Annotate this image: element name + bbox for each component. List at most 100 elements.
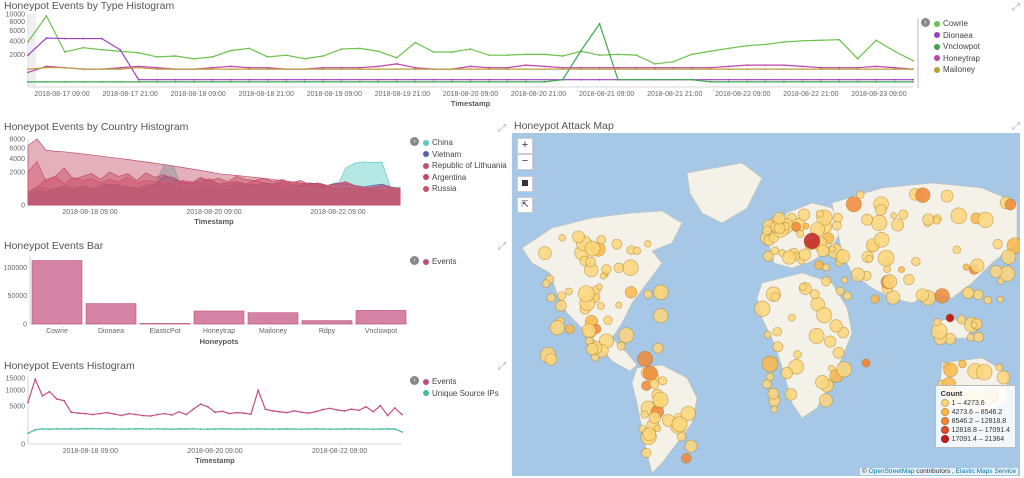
data-point[interactable]	[100, 37, 103, 40]
data-point[interactable]	[893, 80, 896, 83]
attack-marker[interactable]	[989, 265, 1003, 278]
data-point[interactable]	[343, 409, 346, 412]
attack-marker[interactable]	[898, 209, 909, 220]
attack-marker[interactable]	[808, 328, 825, 344]
data-point[interactable]	[414, 66, 417, 69]
data-point[interactable]	[137, 80, 140, 83]
attack-marker[interactable]	[865, 254, 874, 263]
attack-marker[interactable]	[821, 276, 832, 287]
data-point[interactable]	[229, 49, 232, 52]
data-point[interactable]	[278, 410, 281, 413]
data-point[interactable]	[357, 409, 360, 412]
data-point[interactable]	[372, 410, 375, 413]
data-point[interactable]	[543, 80, 546, 83]
data-point[interactable]	[469, 78, 472, 81]
data-point[interactable]	[303, 57, 306, 60]
zoom-out-button[interactable]: −	[517, 154, 533, 170]
attack-marker[interactable]	[613, 262, 624, 273]
data-point[interactable]	[137, 78, 140, 81]
attack-marker[interactable]	[891, 218, 905, 232]
data-point[interactable]	[264, 408, 267, 411]
data-point[interactable]	[432, 80, 435, 83]
data-point[interactable]	[322, 80, 324, 83]
data-point[interactable]	[506, 66, 509, 69]
data-point[interactable]	[432, 51, 435, 53]
attack-marker[interactable]	[648, 411, 661, 424]
data-point[interactable]	[451, 51, 453, 53]
data-point[interactable]	[193, 57, 195, 60]
data-point[interactable]	[432, 78, 435, 81]
data-point[interactable]	[142, 427, 144, 430]
data-point[interactable]	[91, 427, 94, 430]
data-point[interactable]	[45, 37, 48, 39]
data-point[interactable]	[174, 68, 177, 71]
attack-marker[interactable]	[842, 291, 852, 301]
data-point[interactable]	[228, 427, 231, 430]
data-point[interactable]	[84, 412, 87, 415]
data-point[interactable]	[783, 41, 785, 43]
data-point[interactable]	[506, 78, 509, 81]
data-point[interactable]	[912, 59, 914, 62]
bar-elasticpot[interactable]	[139, 323, 191, 325]
data-point[interactable]	[506, 80, 509, 83]
data-point[interactable]	[764, 43, 767, 46]
data-point[interactable]	[893, 50, 896, 53]
data-point[interactable]	[314, 427, 317, 430]
data-point[interactable]	[598, 22, 601, 25]
attack-marker[interactable]	[824, 335, 837, 348]
data-point[interactable]	[401, 413, 403, 416]
attack-marker[interactable]	[652, 391, 669, 408]
attack-marker[interactable]	[555, 300, 567, 312]
attack-marker[interactable]	[861, 358, 871, 368]
data-point[interactable]	[414, 78, 417, 81]
legend-item[interactable]: Dionaea	[934, 30, 1021, 42]
data-point[interactable]	[838, 68, 841, 71]
legend-item[interactable]: Honeytrap	[934, 53, 1021, 65]
attack-marker[interactable]	[798, 248, 812, 261]
data-point[interactable]	[248, 78, 251, 81]
data-point[interactable]	[185, 413, 188, 416]
data-point[interactable]	[746, 78, 748, 81]
data-point[interactable]	[543, 78, 546, 81]
data-point[interactable]	[174, 55, 177, 57]
attack-marker[interactable]	[885, 290, 901, 305]
attack-marker[interactable]	[642, 427, 657, 442]
data-point[interactable]	[174, 80, 177, 83]
attack-marker[interactable]	[996, 370, 1011, 385]
data-point[interactable]	[340, 80, 343, 83]
attack-marker[interactable]	[943, 362, 958, 378]
bar-vnclowpot[interactable]	[355, 310, 407, 325]
data-point[interactable]	[156, 80, 158, 83]
legend-toggle-icon[interactable]: ›	[410, 376, 419, 385]
data-point[interactable]	[314, 410, 317, 413]
bar-rdpy[interactable]	[301, 320, 353, 325]
data-point[interactable]	[214, 411, 216, 414]
legend-toggle-icon[interactable]: ›	[410, 256, 419, 265]
data-point[interactable]	[235, 428, 238, 431]
data-point[interactable]	[266, 56, 269, 58]
data-point[interactable]	[100, 68, 103, 71]
data-point[interactable]	[34, 428, 37, 431]
attack-marker[interactable]	[676, 431, 687, 442]
data-point[interactable]	[321, 408, 324, 411]
attack-marker[interactable]	[956, 314, 967, 325]
attack-marker[interactable]	[815, 375, 830, 390]
data-point[interactable]	[63, 51, 66, 53]
data-point[interactable]	[819, 66, 822, 69]
data-point[interactable]	[174, 78, 177, 81]
attack-marker[interactable]	[996, 277, 1005, 285]
data-point[interactable]	[672, 66, 675, 69]
legend-toggle-icon[interactable]: ›	[921, 18, 930, 27]
data-point[interactable]	[82, 46, 85, 49]
data-point[interactable]	[264, 428, 267, 430]
expand-icon[interactable]: ⤢	[498, 123, 506, 134]
data-point[interactable]	[192, 408, 195, 411]
legend-item[interactable]: Vnclowpot	[934, 41, 1021, 53]
attack-marker[interactable]	[791, 221, 802, 232]
series-area-republic-of-lithuania[interactable]	[27, 138, 401, 206]
data-point[interactable]	[100, 48, 103, 51]
data-point[interactable]	[99, 412, 101, 415]
data-point[interactable]	[55, 427, 58, 430]
data-point[interactable]	[271, 409, 274, 412]
data-point[interactable]	[300, 411, 303, 414]
